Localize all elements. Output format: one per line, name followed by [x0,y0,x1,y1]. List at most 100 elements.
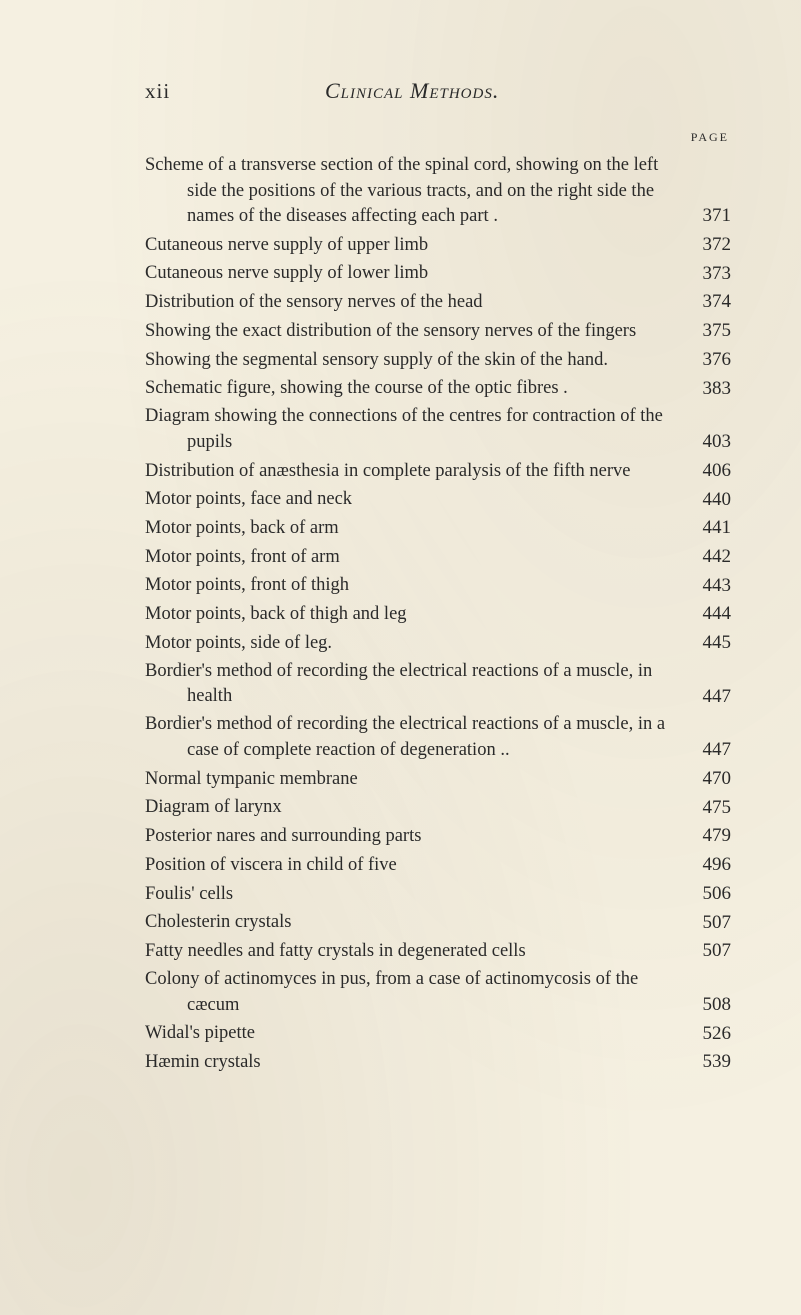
toc-entry: Posterior nares and surrounding parts 479 [145,823,731,849]
toc-entry-text: Bordier's method of recording the electr… [145,659,673,710]
toc-entry-page: 506 [681,881,731,907]
toc-entry-text: Hæmin crystals [145,1050,261,1076]
toc-entry-page: 443 [681,573,731,599]
toc-entry-text-span: Motor points, side of leg. [145,631,332,657]
toc-entry: Hæmin crystals 539 [145,1049,731,1075]
toc-entry-text: Fatty needles and fatty crystals in dege… [145,939,526,965]
toc-entry: Distribution of anæsthesia in complete p… [145,458,731,484]
toc-entry-text: Diagram showing the connections of the c… [145,404,673,455]
toc-entry-page: 539 [681,1049,731,1075]
toc-entry-text-span: Distribution of the sensory nerves of th… [145,290,483,316]
toc-entry-text: Showing the exact distribution of the se… [145,319,636,345]
toc-entry-text: Cutaneous nerve supply of lower limb [145,261,428,287]
toc-entry-text-span: Distribution of anæsthesia in complete p… [145,459,631,485]
toc-entry-text-span: Normal tympanic membrane [145,767,358,793]
toc-entry-page: 444 [681,601,731,627]
toc-entry-text-span: Bordier's method of recording the electr… [145,659,673,710]
toc-entry-text-span: Diagram showing the connections of the c… [145,404,673,455]
running-head-title: Clinical Methods. [325,78,731,104]
toc-entry-text: Scheme of a transverse section of the sp… [145,153,673,230]
toc-entry-text: Showing the segmental sensory supply of … [145,348,608,374]
toc-entry-text: Foulis' cells [145,882,233,908]
toc-entry-text: Distribution of the sensory nerves of th… [145,290,483,316]
toc-entry: Showing the exact distribution of the se… [145,318,731,344]
toc-entry-text-span: Foulis' cells [145,882,233,908]
toc-entry: Diagram showing the connections of the c… [145,404,731,455]
toc-entry-page: 496 [681,852,731,878]
toc-entry-page: 372 [681,232,731,258]
document-page: xii Clinical Methods. PAGE Scheme of a t… [0,0,801,1315]
toc-entry-page: 470 [681,766,731,792]
toc-entry-text: Cholesterin crystals [145,910,291,936]
toc-entry: Cutaneous nerve supply of upper limb 372 [145,232,731,258]
toc-entry-text-span: Showing the segmental sensory supply of … [145,348,608,374]
toc-entry-text-span: Posterior nares and surrounding parts [145,824,421,850]
toc-entry-text-span: Motor points, face and neck [145,487,352,513]
toc-entry-text: Motor points, back of thigh and leg [145,602,407,628]
toc-entry-text: Posterior nares and surrounding parts [145,824,421,850]
toc-entry: Schematic figure, showing the course of … [145,376,731,402]
toc-entry-text-span: Cutaneous nerve supply of lower limb [145,261,428,287]
toc-entry-text: Motor points, back of arm [145,516,339,542]
toc-entry-page: 507 [681,938,731,964]
toc-entry: Motor points, back of thigh and leg 444 [145,601,731,627]
toc-entry-text-span: Motor points, back of arm [145,516,339,542]
running-head-page-number: xii [145,79,325,104]
toc-entry-page: 447 [681,684,731,710]
toc-entry-text: Colony of actinomyces in pus, from a cas… [145,967,673,1018]
toc-entry-page: 441 [681,515,731,541]
page-column-label: PAGE [145,130,731,145]
toc-entry-page: 403 [681,429,731,455]
toc-entry: Motor points, back of arm 441 [145,515,731,541]
toc-entry: Diagram of larynx475 [145,795,731,821]
toc-entry-text: Diagram of larynx [145,795,282,821]
toc-entry-page: 479 [681,823,731,849]
toc-entry-text-span: Bordier's method of recording the electr… [145,712,673,763]
toc-entry: Normal tympanic membrane 470 [145,766,731,792]
toc-entry: Widal's pipette526 [145,1021,731,1047]
toc-entry: Motor points, side of leg. 445 [145,630,731,656]
toc-entry-text-span: Motor points, front of thigh [145,573,349,599]
toc-entry-text: Cutaneous nerve supply of upper limb [145,233,428,259]
toc-entry: Colony of actinomyces in pus, from a cas… [145,967,731,1018]
toc-entry-text: Schematic figure, showing the course of … [145,376,568,402]
toc-entry: Motor points, face and neck 440 [145,487,731,513]
toc-entry: Cutaneous nerve supply of lower limb 373 [145,261,731,287]
toc-entry-text-span: Hæmin crystals [145,1050,261,1076]
toc-entry-page: 371 [681,203,731,229]
toc-entry-page: 406 [681,458,731,484]
toc-entry-page: 375 [681,318,731,344]
toc-entry-text-span: Colony of actinomyces in pus, from a cas… [145,967,673,1018]
toc-entry-text-span: Widal's pipette [145,1021,255,1047]
toc-entry: Distribution of the sensory nerves of th… [145,289,731,315]
toc-entry-text: Motor points, face and neck [145,487,352,513]
toc-entry: Foulis' cells 506 [145,881,731,907]
toc-entry-text-span: Diagram of larynx [145,795,282,821]
toc-entry-page: 445 [681,630,731,656]
toc-entry: Bordier's method of recording the electr… [145,712,731,763]
toc-entry-text-span: Schematic figure, showing the course of … [145,376,568,402]
toc-entry-page: 447 [681,737,731,763]
toc-entry-text-span: Showing the exact distribution of the se… [145,319,636,345]
toc-entry-page: 507 [681,910,731,936]
toc-entry-text: Distribution of anæsthesia in complete p… [145,459,631,485]
toc-entry-text: Position of viscera in child of five [145,853,397,879]
toc-entry: Cholesterin crystals 507 [145,910,731,936]
toc-entry-text-span: Scheme of a transverse section of the sp… [145,153,673,230]
toc-entry: Fatty needles and fatty crystals in dege… [145,938,731,964]
toc-entry-page: 373 [681,261,731,287]
toc-entry: Bordier's method of recording the electr… [145,659,731,710]
running-head: xii Clinical Methods. [145,78,731,104]
toc-entry-page: 376 [681,347,731,373]
toc-entries: Scheme of a transverse section of the sp… [145,153,731,1075]
toc-entry: Motor points, front of arm442 [145,544,731,570]
toc-entry-text: Normal tympanic membrane [145,767,358,793]
toc-entry-text-span: Fatty needles and fatty crystals in dege… [145,939,526,965]
toc-entry-text-span: Motor points, front of arm [145,545,340,571]
toc-entry-page: 440 [681,487,731,513]
toc-entry-page: 508 [681,992,731,1018]
toc-entry-text: Motor points, front of arm [145,545,340,571]
toc-entry-text-span: Motor points, back of thigh and leg [145,602,407,628]
toc-entry-page: 383 [681,376,731,402]
toc-entry-text-span: Cutaneous nerve supply of upper limb [145,233,428,259]
